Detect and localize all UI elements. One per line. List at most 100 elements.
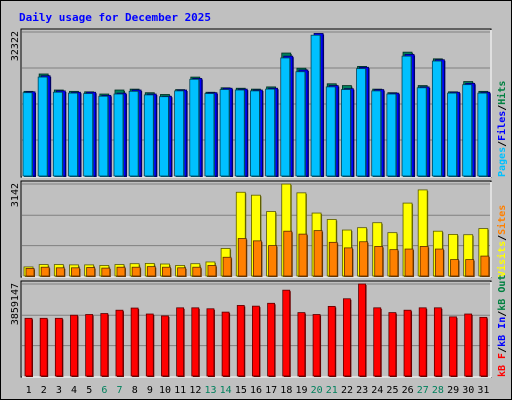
bar-kb-f (236, 305, 245, 377)
bar-kb-f (39, 317, 48, 377)
y-max-label: 32322 (10, 31, 21, 61)
legend-separator: / (497, 105, 508, 111)
bar-sites (389, 249, 399, 277)
bar-sites (162, 266, 171, 277)
bar-pages (431, 60, 442, 177)
x-tick-label: 29 (447, 385, 459, 396)
bar-pages (113, 93, 124, 177)
x-tick-label: 8 (132, 385, 138, 396)
legend-separator: / (497, 141, 508, 147)
bar-kb-f (267, 302, 275, 377)
bar-pages (462, 84, 473, 177)
bar-sites (359, 241, 368, 277)
bar-sites (343, 247, 353, 277)
bar-kb-f (282, 289, 291, 377)
bar-sites (40, 266, 50, 277)
bar-pages (143, 94, 154, 177)
bar-kb-f (161, 315, 169, 377)
bar-pages (447, 92, 457, 177)
bar-kb-f (449, 316, 457, 377)
panel-hits-files-pages: 32322 Pages/Files/Hits (10, 28, 508, 178)
x-tick-label: 27 (417, 385, 429, 396)
bar-kb-f (342, 298, 351, 377)
bar-pages (204, 93, 215, 177)
bar-sites (434, 248, 444, 277)
chart-panels: 32322Pages/Files/Hits3142Visits/Sites385… (10, 28, 508, 378)
legend-item: kB Out (497, 275, 508, 311)
panel-legend: Pages/Files/Hits (496, 81, 508, 177)
legend-item: Hits (496, 81, 508, 105)
bar-sites (101, 267, 111, 277)
bar-sites (86, 267, 96, 277)
bar-sites (192, 266, 202, 277)
bar-kb-f (252, 305, 260, 377)
bar-pages (371, 90, 382, 177)
bar-kb-f (191, 307, 200, 377)
x-tick-label: 24 (371, 385, 383, 396)
bar-pages (22, 92, 33, 177)
legend-item: Sites (496, 205, 508, 235)
bar-pages (219, 89, 230, 177)
bar-sites (222, 256, 232, 277)
bar-kb-f (388, 312, 397, 377)
x-tick-label: 21 (326, 385, 338, 396)
x-tick-label: 13 (204, 385, 216, 396)
bar-kb-f (403, 309, 412, 377)
y-max-label: 3142 (10, 183, 21, 207)
x-tick-label: 22 (341, 385, 353, 396)
bar-pages (386, 93, 397, 177)
bar-sites (480, 255, 490, 277)
bar-sites (283, 230, 293, 277)
bar-sites (131, 266, 141, 277)
bar-kb-f (176, 307, 185, 377)
bar-pages (477, 92, 488, 177)
bar-sites (116, 266, 126, 277)
bar-kb-f (418, 307, 427, 377)
bar-kb-f (221, 311, 230, 377)
legend-item: kB In (497, 317, 508, 347)
bar-pages (234, 89, 245, 177)
bar-pages (52, 91, 63, 177)
panel-visits-sites: 3142 Visits/Sites (10, 180, 508, 278)
legend-separator: / (497, 347, 508, 353)
x-tick-label: 18 (280, 385, 292, 396)
x-axis-labels: 1 2 3 4 5 6 7 8 9 10 11 12 13 14 15 16 17 18 19 20 21 22 23 24 2… (26, 385, 490, 396)
x-tick-label: 28 (432, 385, 444, 396)
legend-separator: / (497, 311, 508, 317)
bar-sites (313, 230, 323, 277)
bar-kb-f (100, 313, 109, 377)
bar-sites (268, 245, 277, 277)
x-tick-label: 10 (159, 385, 171, 396)
bar-sites (71, 267, 80, 277)
x-tick-label: 5 (86, 385, 92, 396)
bar-kb-f (327, 305, 336, 377)
chart-title: Daily usage for December 2025 (19, 11, 211, 24)
bar-kb-f (206, 308, 215, 377)
x-tick-label: 11 (174, 385, 186, 396)
bar-pages (401, 55, 412, 177)
bar-kb-f (297, 312, 306, 377)
bar-pages (128, 90, 139, 177)
legend-item: kB F (497, 353, 508, 377)
x-tick-label: 15 (235, 385, 247, 396)
bar-kb-f (85, 314, 94, 377)
bar-kb-f (358, 283, 366, 377)
x-tick-label: 31 (477, 385, 489, 396)
bar-pages (340, 89, 351, 177)
x-tick-label: 17 (265, 385, 277, 396)
bar-pages (98, 95, 109, 177)
bar-pages (68, 92, 78, 177)
x-tick-label: 16 (250, 385, 262, 396)
bar-pages (295, 71, 306, 177)
bar-pages (83, 93, 94, 177)
bar-sites (465, 259, 475, 277)
x-tick-label: 14 (220, 385, 232, 396)
bar-sites (55, 267, 65, 277)
bar-kb-f (54, 317, 63, 377)
bar-pages (37, 76, 48, 177)
x-tick-label: 26 (402, 385, 414, 396)
x-tick-label: 3 (56, 385, 62, 396)
legend-item: Pages (497, 147, 508, 177)
